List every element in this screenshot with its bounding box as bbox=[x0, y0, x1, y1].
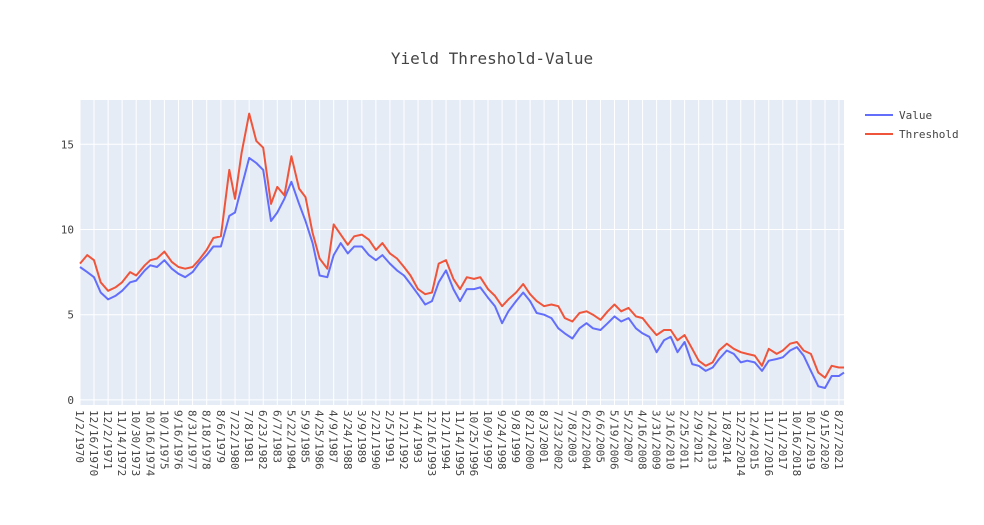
x-tick-label: 5/9/1985 bbox=[299, 410, 312, 463]
legend[interactable]: Value Threshold bbox=[865, 109, 959, 141]
gridlines bbox=[79, 100, 844, 405]
x-tick-label: 3/16/2010 bbox=[664, 410, 677, 470]
x-tick-label: 2/21/1990 bbox=[369, 410, 382, 470]
x-tick-label: 3/24/1988 bbox=[341, 410, 354, 470]
x-tick-label: 11/14/1972 bbox=[115, 410, 128, 476]
x-tick-label: 12/4/2015 bbox=[748, 410, 761, 470]
x-tick-label: 3/31/2009 bbox=[650, 410, 663, 470]
y-tick-label: 0 bbox=[67, 394, 74, 407]
x-tick-label: 8/27/2021 bbox=[832, 410, 845, 470]
x-tick-label: 2/25/2011 bbox=[678, 410, 691, 470]
x-tick-label: 4/16/2008 bbox=[636, 410, 649, 470]
x-tick-label: 12/16/1970 bbox=[87, 410, 100, 476]
x-tick-label: 7/23/2002 bbox=[551, 410, 564, 470]
y-tick-label: 5 bbox=[67, 309, 74, 322]
legend-label: Threshold bbox=[899, 128, 959, 141]
x-tick-label: 5/2/2007 bbox=[621, 410, 634, 463]
x-tick-label: 11/1/2017 bbox=[776, 410, 789, 470]
x-tick-label: 9/8/1999 bbox=[509, 410, 522, 463]
x-tick-label: 10/16/2018 bbox=[790, 410, 803, 476]
x-tick-label: 12/22/2014 bbox=[734, 410, 747, 477]
x-tick-label: 2/5/1991 bbox=[383, 410, 396, 463]
plot-background bbox=[80, 100, 844, 405]
y-tick-label: 15 bbox=[61, 138, 74, 151]
x-tick-label: 1/24/2013 bbox=[706, 410, 719, 470]
x-tick-label: 12/2/1971 bbox=[101, 410, 114, 470]
x-tick-label: 12/16/1993 bbox=[425, 410, 438, 476]
x-tick-label: 6/7/1983 bbox=[270, 410, 283, 463]
series-line-threshold bbox=[79, 112, 844, 379]
x-tick-label: 1/4/1993 bbox=[411, 410, 424, 463]
x-axis: 1/2/1970 12/16/1970 12/2/1971 11/14/1972 10/… bbox=[73, 410, 845, 477]
x-tick-label: 11/14/1995 bbox=[453, 410, 466, 476]
x-tick-label: 10/25/1996 bbox=[467, 410, 480, 476]
legend-item-value[interactable]: Value bbox=[865, 109, 932, 122]
x-tick-label: 10/1/1975 bbox=[157, 410, 170, 470]
x-tick-label: 3/9/1989 bbox=[355, 410, 368, 463]
x-tick-label: 11/17/2016 bbox=[762, 410, 775, 476]
series-line-value bbox=[79, 156, 845, 389]
x-tick-label: 4/25/1986 bbox=[313, 410, 326, 470]
legend-label: Value bbox=[899, 109, 932, 122]
x-tick-label: 6/6/2005 bbox=[594, 410, 607, 463]
x-tick-label: 6/22/2004 bbox=[579, 410, 592, 470]
series-layer bbox=[79, 112, 845, 389]
x-tick-label: 8/18/1978 bbox=[200, 410, 213, 470]
x-tick-label: 12/1/1994 bbox=[439, 410, 452, 470]
x-tick-label: 9/24/1998 bbox=[495, 410, 508, 470]
x-tick-label: 1/2/1970 bbox=[73, 410, 86, 463]
x-tick-label: 5/22/1984 bbox=[284, 410, 297, 470]
x-tick-label: 10/16/1974 bbox=[143, 410, 156, 477]
y-axis: 0 5 10 15 bbox=[61, 138, 74, 407]
x-tick-label: 5/19/2006 bbox=[607, 410, 620, 470]
x-tick-label: 7/8/1981 bbox=[242, 410, 255, 463]
x-tick-label: 1/21/1992 bbox=[397, 410, 410, 470]
legend-item-threshold[interactable]: Threshold bbox=[865, 128, 959, 141]
x-tick-label: 10/1/2019 bbox=[804, 410, 817, 470]
x-tick-label: 8/6/1979 bbox=[214, 410, 227, 463]
x-tick-label: 1/8/2014 bbox=[720, 410, 733, 463]
chart-title: Yield Threshold-Value bbox=[391, 49, 593, 68]
x-tick-label: 8/21/2000 bbox=[523, 410, 536, 470]
x-tick-label: 7/8/2003 bbox=[565, 410, 578, 463]
x-tick-label: 9/15/2020 bbox=[818, 410, 831, 470]
x-tick-label: 9/16/1976 bbox=[172, 410, 185, 470]
x-tick-label: 2/9/2012 bbox=[692, 410, 705, 463]
x-tick-label: 10/9/1997 bbox=[481, 410, 494, 470]
x-tick-label: 8/3/2001 bbox=[537, 410, 550, 463]
x-tick-label: 7/22/1980 bbox=[228, 410, 241, 470]
y-tick-label: 10 bbox=[61, 223, 74, 236]
x-tick-label: 4/9/1987 bbox=[327, 410, 340, 463]
x-tick-label: 10/30/1973 bbox=[129, 410, 142, 476]
x-tick-label: 6/23/1982 bbox=[256, 410, 269, 470]
x-tick-label: 8/31/1977 bbox=[186, 410, 199, 470]
